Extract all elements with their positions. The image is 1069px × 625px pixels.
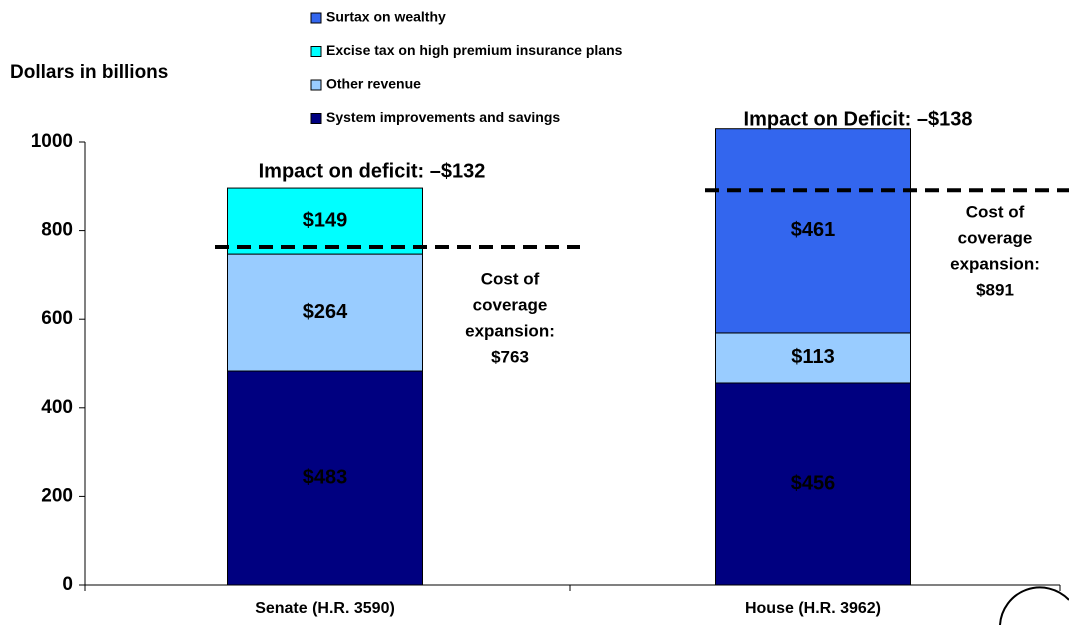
cost-text: coverage xyxy=(958,228,1033,247)
decor-circle xyxy=(999,586,1069,625)
cost-value: $891 xyxy=(976,280,1014,299)
y-tick-label: 0 xyxy=(62,574,73,595)
impact-label: Impact on deficit: –$132 xyxy=(259,160,486,182)
y-axis-label: Dollars in billions xyxy=(10,62,168,83)
legend-label: Other revenue xyxy=(326,76,421,92)
value-label: $483 xyxy=(303,466,348,488)
legend-label: Excise tax on high premium insurance pla… xyxy=(326,42,623,58)
bar-segment xyxy=(227,253,423,372)
value-label: $264 xyxy=(303,301,348,323)
cost-text: Cost of xyxy=(966,202,1025,221)
value-label: $149 xyxy=(303,209,348,231)
bar-segment xyxy=(227,187,423,255)
legend-label: Surtax on wealthy xyxy=(326,9,446,25)
x-tick-label: Senate (H.R. 3590) xyxy=(255,600,395,617)
bar-segment xyxy=(715,128,911,334)
x-tick-label: House (H.R. 3962) xyxy=(745,600,881,617)
value-label: $461 xyxy=(791,219,836,241)
cost-text: Cost of xyxy=(481,269,540,288)
y-tick-label: 800 xyxy=(41,220,73,241)
legend-swatch xyxy=(310,79,322,91)
cost-value: $763 xyxy=(491,347,529,366)
y-tick-label: 1000 xyxy=(31,131,73,152)
cost-text: coverage xyxy=(473,295,548,314)
y-tick-label: 600 xyxy=(41,308,73,329)
bar-segment xyxy=(715,332,911,384)
value-label: $456 xyxy=(791,472,836,494)
bar-segment xyxy=(227,370,423,586)
value-label: $113 xyxy=(791,346,834,368)
y-tick-label: 400 xyxy=(41,397,73,418)
cost-text: expansion: xyxy=(465,321,555,340)
legend-swatch xyxy=(310,113,322,124)
y-tick-label: 200 xyxy=(41,485,73,506)
bar-segment xyxy=(715,382,911,586)
legend-label: System improvements and savings xyxy=(326,109,560,125)
legend-swatch xyxy=(310,46,322,57)
impact-label: Impact on Deficit: –$138 xyxy=(744,108,973,130)
cost-text: expansion: xyxy=(950,254,1040,273)
legend-swatch xyxy=(310,12,322,24)
